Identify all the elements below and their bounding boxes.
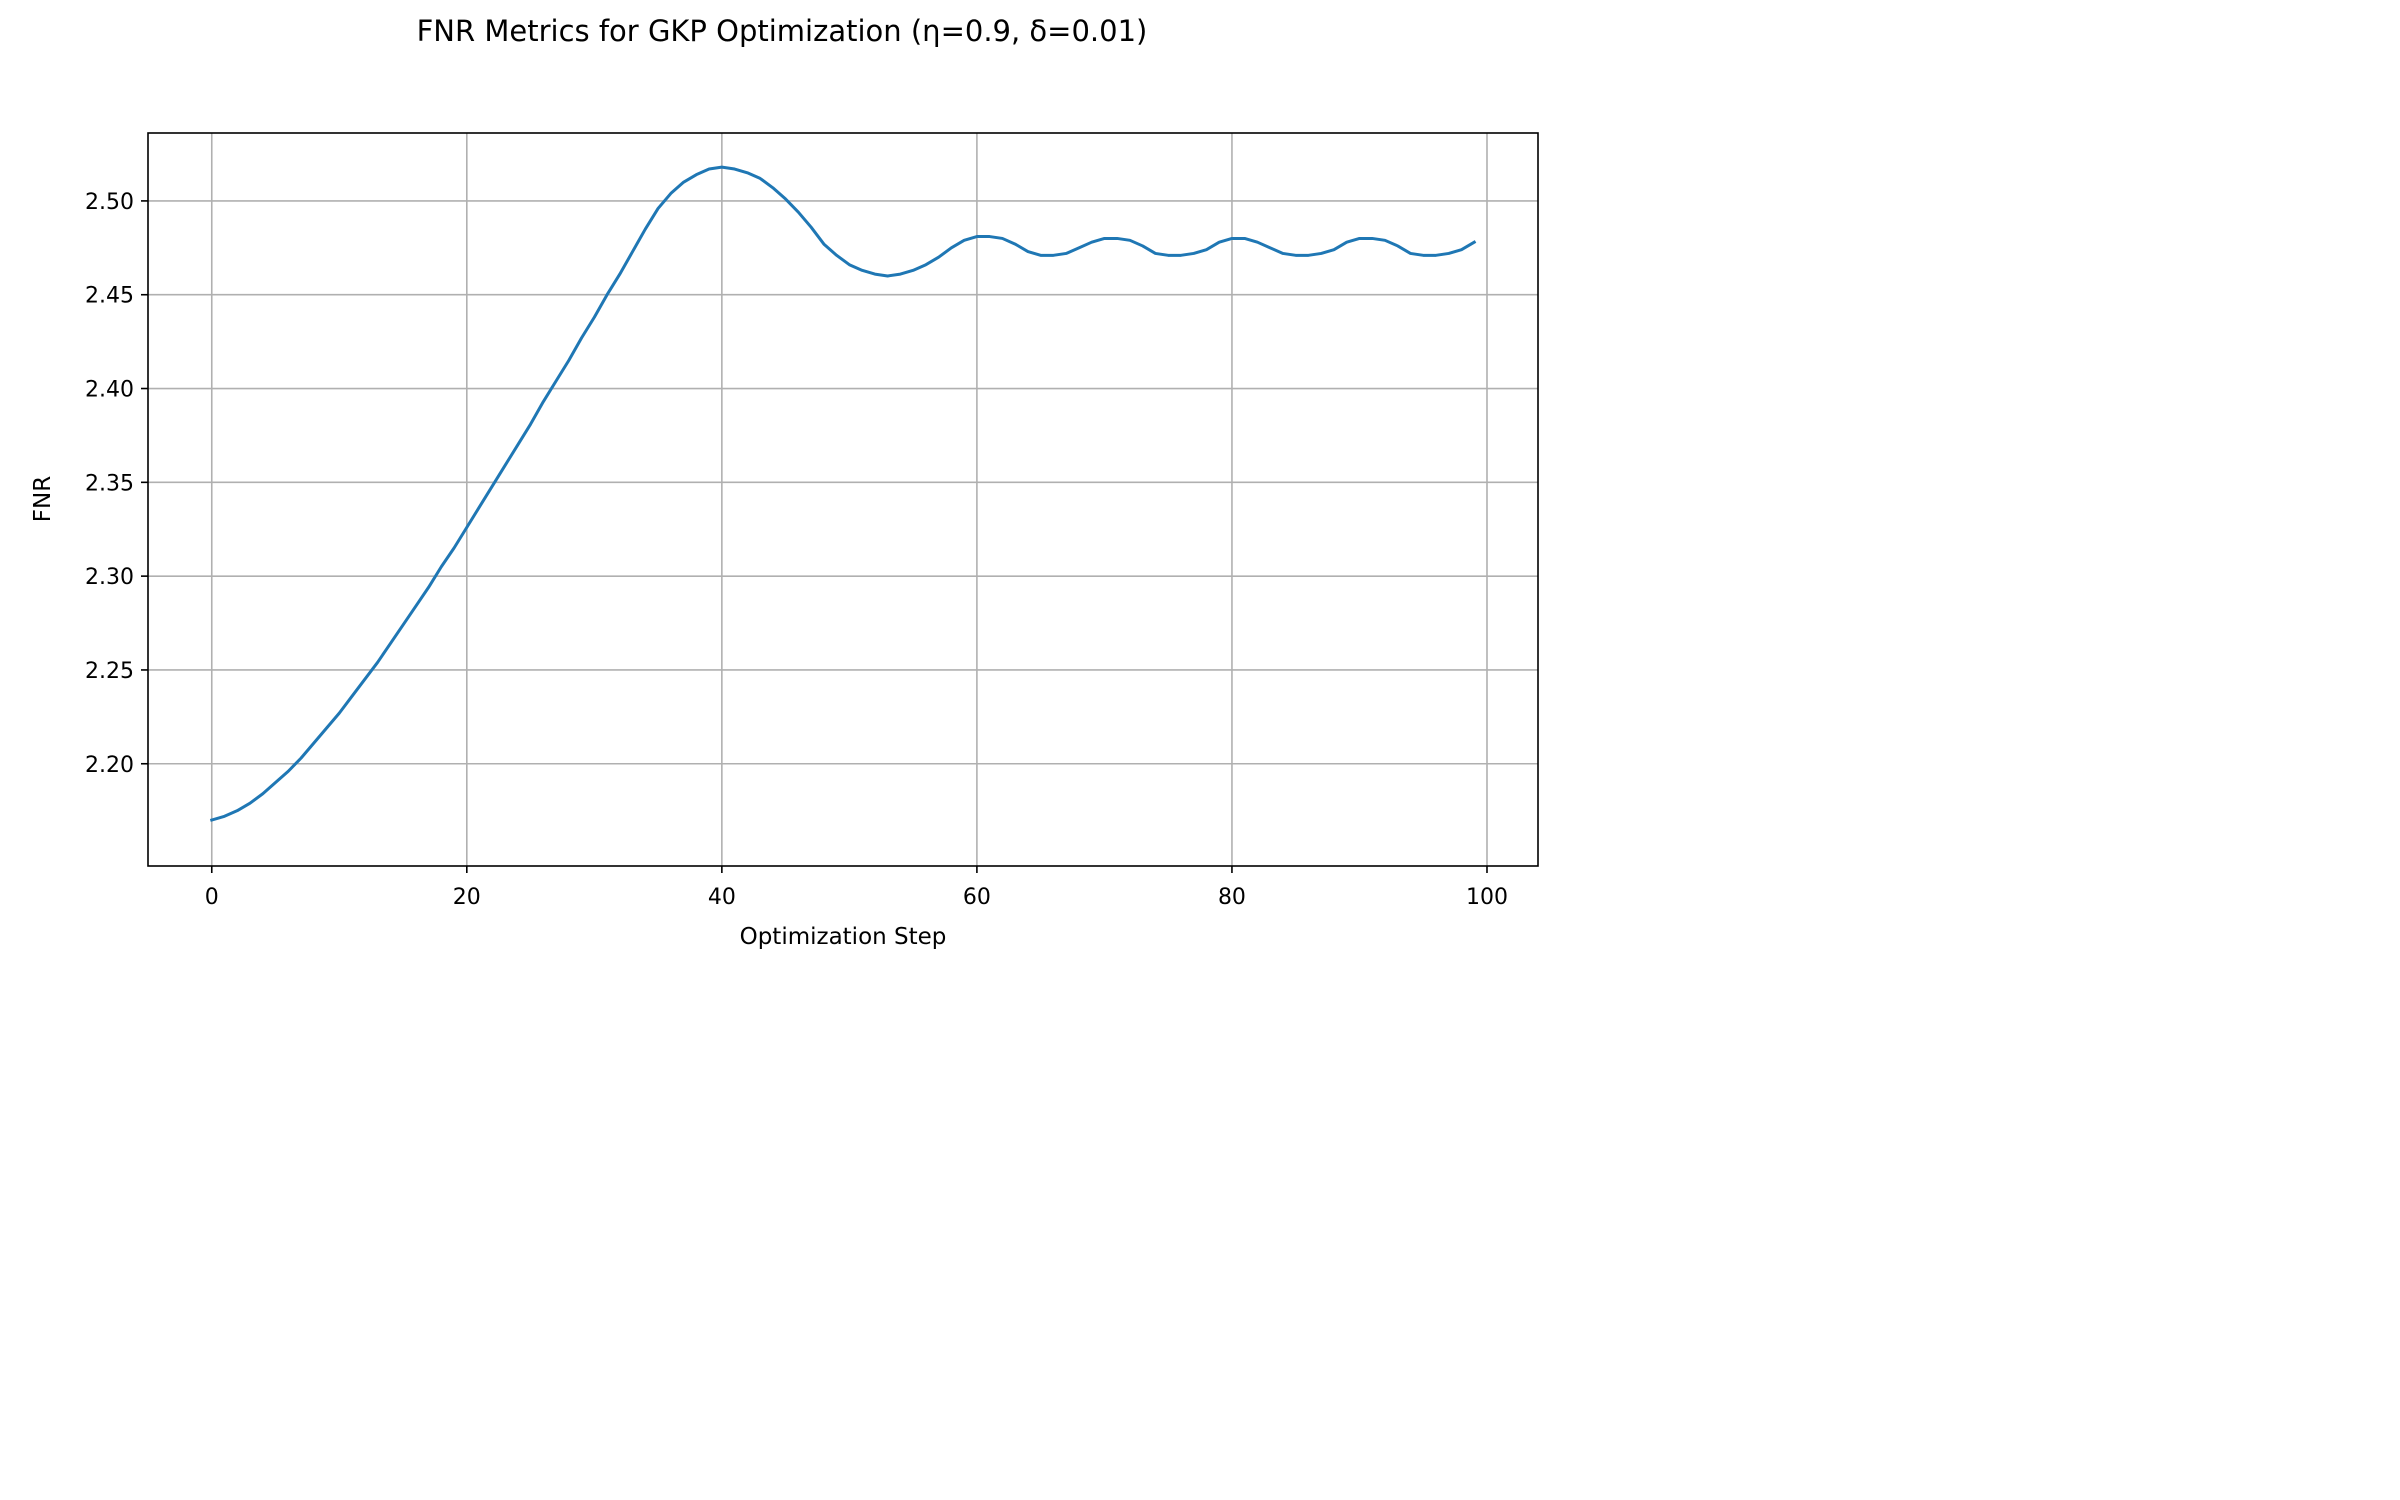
series-layer [209,165,1477,822]
x-tick-label: 40 [708,885,736,910]
grid-lines [148,133,1538,866]
y-axis-label: FNR [30,476,56,522]
x-tick-label: 0 [205,885,219,910]
x-tick-label: 80 [1218,885,1246,910]
y-tick-label: 2.20 [85,753,134,778]
x-axis-label: Optimization Step [740,924,947,950]
line-chart: 0 20 40 60 80 100 2.20 2.25 2.30 2.35 2.40 2.45 2.50… [30,132,1539,950]
chart-title: FNR Metrics for GKP Optimization (η=0.9,… [416,14,1148,48]
y-tick-label: 2.45 [85,284,134,309]
y-tick-label: 2.30 [85,565,134,590]
series-line-0 [209,165,1477,822]
plot-frame [147,132,1539,867]
x-tick-label: 60 [963,885,991,910]
y-tick-label: 2.40 [85,378,134,403]
y-tick-label: 2.25 [85,659,134,684]
y-tick-label: 2.35 [85,471,134,496]
y-tick-label: 2.50 [85,190,134,215]
x-tick-label: 100 [1466,885,1508,910]
ticks: 0 20 40 60 80 100 2.20 2.25 2.30 2.35 2.40 2.45 2.50 [85,190,1508,910]
x-tick-label: 20 [453,885,481,910]
